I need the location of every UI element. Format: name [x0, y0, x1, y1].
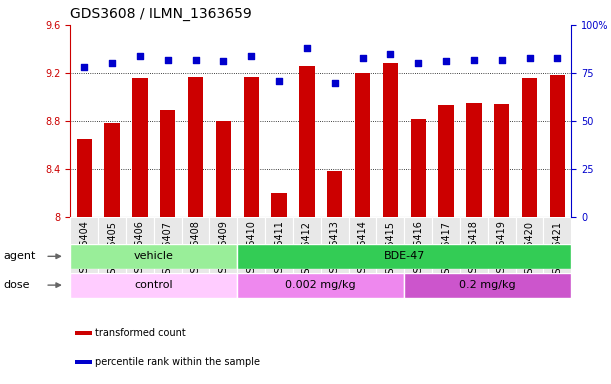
Bar [411, 119, 426, 217]
Text: GSM496413: GSM496413 [330, 220, 340, 280]
Bar [355, 73, 370, 217]
Bar [132, 78, 147, 217]
Text: GSM496414: GSM496414 [357, 220, 368, 280]
Point [79, 64, 89, 70]
Bar [70, 273, 237, 298]
Text: GSM496421: GSM496421 [552, 220, 562, 280]
Point [357, 55, 367, 61]
Bar [543, 217, 571, 288]
Bar [404, 273, 571, 298]
Text: agent: agent [3, 251, 35, 262]
Point [441, 58, 451, 65]
Point [469, 56, 479, 63]
Point [497, 56, 507, 63]
Point [302, 45, 312, 51]
Bar [70, 244, 237, 269]
Bar [75, 331, 92, 335]
Text: transformed count: transformed count [95, 328, 186, 338]
Text: GSM496417: GSM496417 [441, 220, 451, 280]
Point [219, 58, 229, 65]
Text: GSM496418: GSM496418 [469, 220, 479, 280]
Bar [271, 193, 287, 217]
Text: GSM496412: GSM496412 [302, 220, 312, 280]
Text: GSM496407: GSM496407 [163, 220, 173, 280]
Bar [293, 217, 321, 288]
Bar [327, 171, 342, 217]
Text: percentile rank within the sample: percentile rank within the sample [95, 357, 260, 367]
Point [386, 51, 395, 57]
Bar [376, 217, 404, 288]
Text: GSM496419: GSM496419 [497, 220, 507, 280]
Bar [466, 103, 481, 217]
Bar [75, 360, 92, 364]
Text: GSM496409: GSM496409 [218, 220, 229, 280]
Point [246, 53, 256, 59]
Point [135, 53, 145, 59]
Text: GSM496415: GSM496415 [386, 220, 395, 280]
Bar [70, 217, 98, 288]
Point [163, 56, 172, 63]
Bar [550, 75, 565, 217]
Text: GSM496416: GSM496416 [413, 220, 423, 280]
Point [330, 79, 340, 86]
Bar [488, 217, 516, 288]
Bar [237, 217, 265, 288]
Bar [160, 110, 175, 217]
Text: GDS3608 / ILMN_1363659: GDS3608 / ILMN_1363659 [70, 7, 252, 21]
Point [107, 60, 117, 66]
Text: BDE-47: BDE-47 [384, 251, 425, 262]
Bar [460, 217, 488, 288]
Text: control: control [134, 280, 173, 290]
Bar [188, 76, 203, 217]
Bar [349, 217, 376, 288]
Bar [494, 104, 510, 217]
Bar [98, 217, 126, 288]
Bar [321, 217, 349, 288]
Text: GSM496406: GSM496406 [135, 220, 145, 280]
Text: GSM496405: GSM496405 [107, 220, 117, 280]
Text: GSM496408: GSM496408 [191, 220, 200, 280]
Bar [237, 273, 404, 298]
Text: dose: dose [3, 280, 29, 290]
Point [413, 60, 423, 66]
Point [191, 56, 200, 63]
Bar [181, 217, 210, 288]
Bar [154, 217, 181, 288]
Bar [265, 217, 293, 288]
Text: 0.002 mg/kg: 0.002 mg/kg [285, 280, 356, 290]
Bar [404, 217, 432, 288]
Bar [516, 217, 543, 288]
Bar [104, 123, 120, 217]
Bar [382, 63, 398, 217]
Text: GSM496410: GSM496410 [246, 220, 256, 280]
Bar [237, 244, 571, 269]
Point [525, 55, 535, 61]
Bar [299, 66, 315, 217]
Bar [210, 217, 237, 288]
Bar [76, 139, 92, 217]
Bar [522, 78, 537, 217]
Text: GSM496411: GSM496411 [274, 220, 284, 280]
Text: vehicle: vehicle [134, 251, 174, 262]
Bar [126, 217, 154, 288]
Point [274, 78, 284, 84]
Bar [216, 121, 231, 217]
Text: GSM496420: GSM496420 [524, 220, 535, 280]
Bar [244, 76, 259, 217]
Text: 0.2 mg/kg: 0.2 mg/kg [459, 280, 516, 290]
Bar [432, 217, 460, 288]
Bar [438, 105, 454, 217]
Point [552, 55, 562, 61]
Text: GSM496404: GSM496404 [79, 220, 89, 280]
